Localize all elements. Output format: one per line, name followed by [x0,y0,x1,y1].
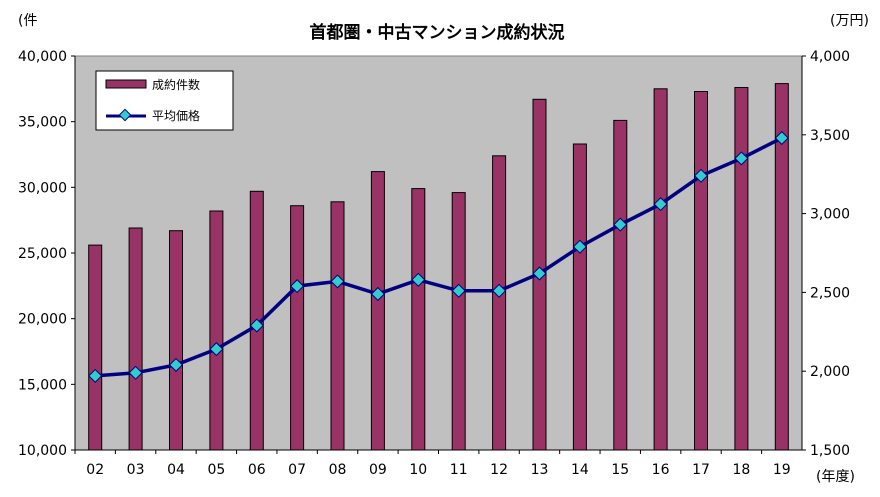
right-tick-label: 2,500 [810,285,850,301]
x-tick-label: 10 [409,462,427,478]
right-tick-label: 3,000 [810,207,850,223]
bar [88,244,103,451]
left-tick-label: 10,000 [18,443,67,459]
left-tick-label: 40,000 [18,49,67,65]
chart-title: 首都圏・中古マンション成約状況 [310,22,565,43]
right-tick-label: 1,500 [810,443,850,459]
right-tick-label: 3,500 [810,128,850,144]
bar [411,188,426,451]
legend-marker-swatch [118,108,132,122]
bar [128,227,143,451]
line-point [330,274,345,289]
x-axis-unit: (年度) [816,469,855,485]
right-tick-label: 4,000 [810,49,850,65]
x-tick-label: 05 [207,462,225,478]
line-point [532,266,547,281]
x-tick-label: 09 [369,462,387,478]
line-point [653,197,668,212]
line-point [613,217,628,232]
line-point [88,368,103,383]
bar [451,192,466,451]
bar [734,87,749,451]
line-point [249,318,264,333]
left-tick-label: 15,000 [18,377,67,393]
legend: 成約件数 平均価格 [95,70,234,131]
left-tick-label: 25,000 [18,246,67,262]
line-point [693,168,709,183]
right-axis-unit: (万円) [830,13,869,29]
line-point [168,357,184,372]
bar [209,210,224,451]
x-tick-label: 17 [692,462,710,478]
line-point [290,279,305,294]
line-point [451,283,466,298]
x-tick-label: 18 [732,462,750,478]
x-tick-label: 11 [450,462,468,478]
legend-label-line: 平均価格 [152,108,200,123]
bar [169,230,183,451]
left-tick-label: 20,000 [18,312,67,328]
left-tick-label: 35,000 [18,115,67,131]
x-tick-label: 19 [773,462,791,478]
bar [492,155,507,451]
line-point [128,365,143,380]
x-tick-label: 14 [571,462,589,478]
line-point [572,239,587,254]
line-series [88,130,789,383]
x-tick-label: 06 [248,462,266,478]
bar [290,205,305,451]
line-path [95,136,783,378]
bar [370,171,385,451]
x-tick-label: 08 [329,462,347,478]
line-point [411,272,426,287]
x-tick-label: 16 [652,462,670,478]
axes: 10,000 15,000 20,000 25,000 30,000 35,000 40,0… [18,49,850,478]
line-point [734,151,749,166]
bar [572,143,587,451]
line-point [370,286,385,302]
left-tick-label: 30,000 [18,180,67,196]
line-point [774,130,789,146]
left-axis-unit: (件 [18,13,37,29]
x-tick-label: 07 [288,462,306,478]
x-tick-label: 12 [490,462,508,478]
x-tick-label: 13 [531,462,549,478]
x-tick-label: 02 [86,462,104,478]
legend-bar-swatch [105,79,147,89]
right-tick-label: 2,000 [810,364,850,380]
bar [613,119,628,451]
x-tick-label: 03 [127,462,145,478]
bar [694,91,708,451]
x-tick-label: 15 [611,462,629,478]
legend-label-bars: 成約件数 [152,77,200,92]
bar-series [88,83,789,451]
line-point [209,342,224,357]
bar [330,201,345,451]
bar [653,88,668,451]
line-point [492,283,507,298]
x-tick-label: 04 [167,462,185,478]
